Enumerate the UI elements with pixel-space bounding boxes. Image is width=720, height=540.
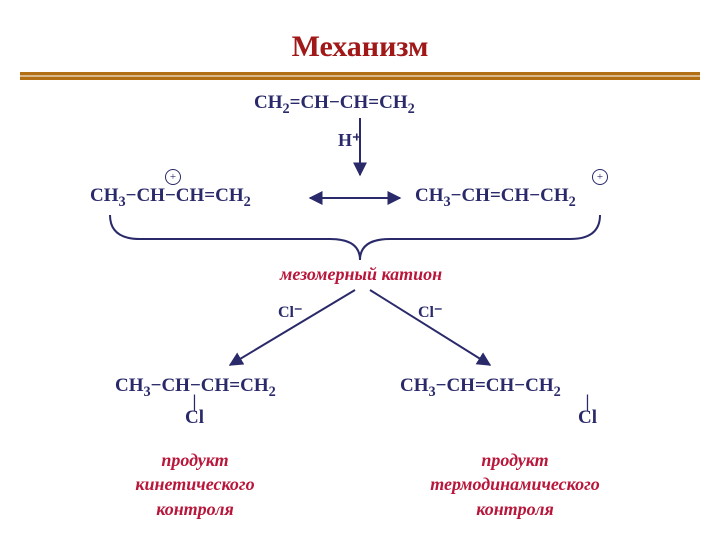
charge-icon: + [592, 169, 608, 185]
caption-thermo: продукттермодинамическогоконтроля [385, 448, 645, 521]
formula-product-left-cl: |Cl [185, 396, 204, 429]
formula-product-right-cl: |Cl [578, 396, 597, 429]
formula-start: CH2=CH−CH=CH2 [254, 92, 415, 114]
slide-title: Механизм [0, 30, 720, 64]
label-cl-left: Cl⁻ [278, 302, 302, 322]
title-underline [20, 72, 700, 80]
formula-cation-left: CH3−CH−CH=CH2 [90, 185, 251, 207]
formula-cation-right: CH3−CH=CH−CH2 [415, 185, 576, 207]
label-mesomer: мезомерный катион [280, 264, 442, 285]
slide-root: Механизм CH2=CH−CH=CH2 H⁺ CH3−CH−CH=CH2 … [0, 0, 720, 540]
formula-product-right: CH3−CH=CH−CH2 [400, 375, 561, 397]
charge-icon: + [165, 169, 181, 185]
label-proton: H⁺ [338, 130, 362, 151]
label-cl-right: Cl⁻ [418, 302, 442, 322]
caption-kinetic: продукткинетическогоконтроля [95, 448, 295, 521]
